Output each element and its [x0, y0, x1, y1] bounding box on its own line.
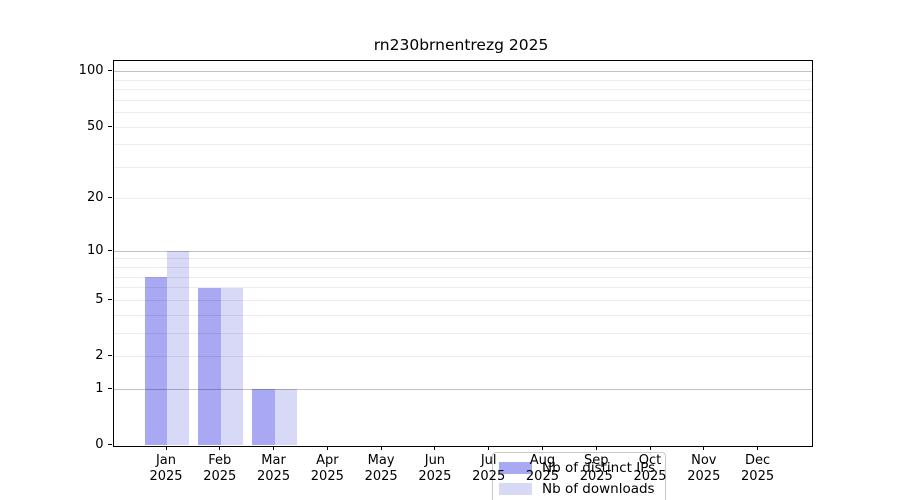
- bar-mar-distinct-ips: [252, 389, 275, 446]
- x-tick-label: Apr 2025: [297, 453, 357, 485]
- y-tick-mark: [108, 70, 112, 72]
- grid-layer: [113, 61, 812, 446]
- y-tick-label: 2: [95, 348, 104, 363]
- x-tick-month: Jun: [424, 452, 446, 468]
- major-gridline: [113, 388, 812, 390]
- x-tick-label: Feb 2025: [190, 453, 250, 485]
- y-tick-mark: [108, 355, 112, 356]
- y-tick-mark: [108, 387, 112, 389]
- bars-layer: [114, 61, 812, 446]
- x-tick-year: 2025: [418, 468, 452, 484]
- x-tick-year: 2025: [687, 468, 721, 484]
- minor-gridline: [113, 99, 812, 101]
- minor-gridline: [113, 79, 812, 81]
- bar-feb-downloads: [220, 287, 244, 446]
- x-tick-label: Dec 2025: [728, 453, 788, 485]
- legend: Nb of distinct IPs Nb of downloads: [492, 451, 667, 500]
- legend-label: Nb of downloads: [542, 481, 655, 497]
- legend-swatch: [499, 483, 532, 495]
- bar-jan-distinct-ips: [144, 277, 167, 446]
- minor-gridline: [113, 356, 812, 357]
- x-tick-month: Nov: [691, 452, 717, 468]
- x-tick-year: 2025: [364, 468, 398, 484]
- plot-area: Nb of distinct IPs Nb of downloads: [112, 59, 813, 500]
- minor-gridline: [113, 287, 812, 289]
- x-tick-year: 2025: [257, 468, 291, 484]
- minor-gridline: [113, 314, 812, 316]
- minor-gridline: [113, 299, 812, 301]
- x-tick-label: Jan 2025: [136, 453, 196, 485]
- y-tick-label: 0: [95, 437, 104, 452]
- legend-label: Nb of distinct IPs: [542, 460, 656, 476]
- minor-gridline: [113, 112, 812, 114]
- minor-gridline: [113, 332, 812, 334]
- x-tick-month: Apr: [316, 452, 339, 468]
- y-tick-mark: [108, 125, 112, 127]
- minor-gridline: [113, 276, 812, 278]
- x-tick-month: Feb: [208, 452, 232, 468]
- x-tick-month: Jan: [155, 452, 177, 468]
- x-tick-label: Nov 2025: [674, 453, 734, 485]
- y-tick-label: 20: [86, 190, 104, 206]
- y-tick-mark: [108, 298, 112, 300]
- chart-title: rn230brnentrezg 2025: [373, 36, 549, 54]
- minor-gridline: [113, 144, 812, 146]
- x-tick-month: May: [367, 452, 395, 468]
- minor-gridline: [113, 198, 812, 200]
- y-tick-label: 5: [95, 291, 104, 307]
- y-tick-mark: [108, 197, 112, 199]
- bar-mar-downloads: [274, 389, 297, 446]
- minor-gridline: [113, 166, 812, 168]
- legend-swatch: [499, 462, 532, 474]
- y-tick-mark: [108, 249, 112, 251]
- bar-jan-downloads: [167, 251, 190, 446]
- x-tick-label: Jun 2025: [405, 453, 465, 485]
- x-tick-year: 2025: [203, 468, 237, 484]
- minor-gridline: [113, 267, 812, 269]
- x-tick-label: May 2025: [351, 453, 411, 485]
- bar-feb-distinct-ips: [198, 287, 221, 446]
- y-tick-label: 100: [78, 63, 104, 79]
- minor-gridline: [113, 126, 812, 128]
- x-tick-year: 2025: [310, 468, 344, 484]
- y-tick-label: 1: [95, 380, 104, 396]
- y-tick-label: 50: [86, 118, 104, 134]
- y-tick-mark: [108, 444, 112, 445]
- x-tick-month: Dec: [745, 452, 771, 468]
- x-tick-year: 2025: [741, 468, 775, 484]
- major-gridline: [113, 71, 812, 73]
- minor-gridline: [113, 89, 812, 91]
- y-tick-label: 10: [86, 242, 104, 258]
- x-tick-year: 2025: [149, 468, 183, 484]
- legend-entry: Nb of distinct IPs: [499, 458, 655, 479]
- legend-entry: Nb of downloads: [499, 479, 655, 500]
- x-tick-month: Mar: [261, 452, 286, 468]
- x-tick-label: Mar 2025: [244, 453, 304, 485]
- minor-gridline: [113, 258, 812, 260]
- major-gridline: [113, 250, 812, 252]
